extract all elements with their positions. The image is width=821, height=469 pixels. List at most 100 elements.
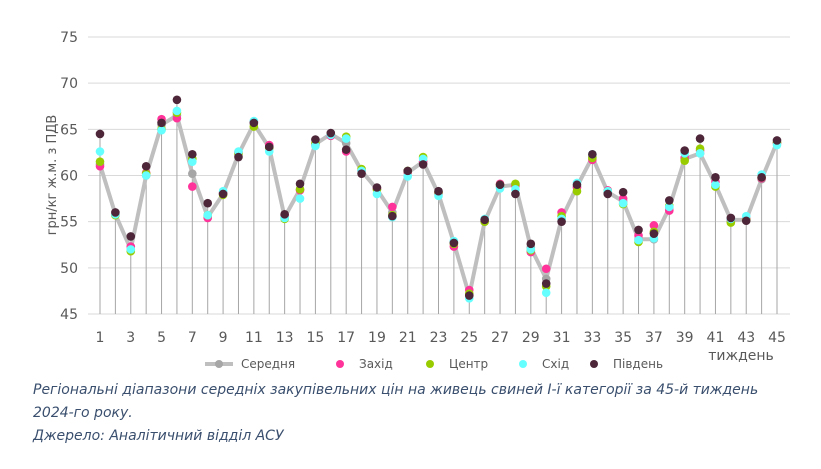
- data-point-3: [695, 149, 705, 158]
- x-tick-label: 15: [306, 330, 324, 346]
- y-tick-label: 45: [60, 307, 78, 323]
- data-point-3: [126, 245, 136, 254]
- data-point-4: [634, 225, 643, 235]
- data-point-3: [372, 189, 382, 199]
- x-tick-label: 27: [491, 330, 509, 346]
- data-point-4: [557, 217, 566, 226]
- data-point-4: [603, 189, 613, 199]
- data-point-3: [311, 141, 320, 151]
- data-point-4: [172, 95, 182, 105]
- legend-marker: [426, 360, 434, 368]
- x-tick-label: 25: [460, 330, 478, 346]
- data-point-0: [188, 169, 197, 178]
- data-point-4: [741, 216, 751, 226]
- data-point-4: [511, 189, 520, 199]
- data-point-3: [618, 198, 628, 208]
- x-tick-label: 3: [126, 330, 135, 346]
- data-point-1: [541, 264, 551, 274]
- data-point-3: [711, 180, 720, 190]
- data-point-4: [388, 211, 397, 221]
- data-point-4: [464, 291, 474, 300]
- data-point-4: [249, 118, 259, 128]
- data-point-1: [188, 182, 197, 191]
- legend-marker: [519, 360, 527, 368]
- x-tick-label: 31: [553, 330, 571, 346]
- data-point-4: [434, 186, 443, 196]
- data-point-4: [95, 129, 105, 139]
- caption-line-2: 2024-го року.: [33, 405, 133, 421]
- data-point-4: [264, 142, 274, 152]
- data-point-4: [695, 134, 705, 143]
- legend-marker: [215, 360, 223, 368]
- data-point-3: [203, 210, 213, 220]
- data-point-4: [772, 136, 782, 145]
- series-layer: [95, 95, 782, 303]
- data-point-4: [141, 161, 151, 171]
- data-point-4: [280, 209, 289, 219]
- x-tick-label: 23: [430, 330, 448, 346]
- data-point-1: [388, 202, 397, 212]
- y-tick-label: 55: [60, 215, 78, 231]
- y-tick-label: 60: [60, 169, 78, 185]
- data-point-4: [403, 166, 413, 176]
- data-point-4: [126, 232, 136, 241]
- data-point-4: [311, 135, 320, 144]
- x-tick-label: 45: [768, 330, 786, 346]
- legend: Середня Захід Центр Схід Південь: [205, 357, 663, 371]
- x-tick-label: 7: [188, 330, 197, 346]
- data-point-4: [341, 145, 351, 154]
- legend-label: Схід: [542, 357, 569, 371]
- y-axis-label: грн/кг ж.м. з ПДВ: [45, 115, 60, 236]
- data-point-4: [664, 196, 674, 205]
- x-axis-label: тиждень: [708, 348, 774, 364]
- legend-marker: [336, 360, 344, 368]
- data-point-4: [357, 169, 366, 178]
- data-point-4: [372, 183, 382, 192]
- x-tick-label: 43: [737, 330, 755, 346]
- data-point-3: [95, 147, 105, 156]
- legend-label: Захід: [359, 357, 393, 371]
- data-point-4: [234, 152, 243, 162]
- data-point-4: [326, 128, 336, 138]
- data-point-4: [495, 180, 505, 190]
- data-point-4: [203, 198, 213, 208]
- x-axis-ticks: 1 3 5 7 9 11 13 15 17 19 21 23 25 27 29 31 33 35 37 39 41 43 4…: [96, 330, 786, 346]
- data-point-4: [541, 279, 551, 288]
- caption-line-1: Регіональні діапазони середніх закупівел…: [33, 382, 759, 398]
- x-tick-label: 29: [522, 330, 540, 346]
- data-point-2: [680, 156, 689, 166]
- drop-lines: [99, 99, 778, 314]
- data-point-4: [649, 229, 659, 238]
- data-point-4: [572, 180, 582, 190]
- y-tick-label: 65: [60, 122, 78, 138]
- data-point-3: [188, 157, 197, 166]
- y-tick-label: 75: [60, 30, 78, 46]
- data-point-4: [218, 189, 228, 199]
- data-point-3: [341, 134, 351, 143]
- data-point-3: [295, 194, 305, 203]
- data-point-4: [295, 179, 305, 189]
- legend-label: Середня: [241, 357, 295, 371]
- data-point-4: [618, 187, 628, 197]
- data-point-4: [526, 239, 536, 249]
- x-tick-label: 41: [707, 330, 725, 346]
- legend-marker: [590, 360, 598, 368]
- x-tick-label: 21: [399, 330, 417, 346]
- data-point-4: [111, 208, 120, 217]
- x-tick-label: 39: [676, 330, 694, 346]
- data-point-4: [480, 215, 489, 225]
- x-tick-label: 17: [337, 330, 355, 346]
- data-point-4: [588, 149, 597, 159]
- x-tick-label: 19: [368, 330, 386, 346]
- legend-label: Центр: [449, 357, 488, 371]
- x-tick-label: 35: [614, 330, 632, 346]
- data-point-2: [95, 157, 105, 166]
- data-point-4: [680, 146, 689, 155]
- caption-source: Джерело: Аналітичний відділ АСУ: [33, 428, 284, 444]
- y-tick-label: 70: [60, 76, 78, 92]
- x-tick-label: 37: [645, 330, 663, 346]
- data-point-1: [649, 221, 659, 230]
- data-point-2: [572, 186, 582, 196]
